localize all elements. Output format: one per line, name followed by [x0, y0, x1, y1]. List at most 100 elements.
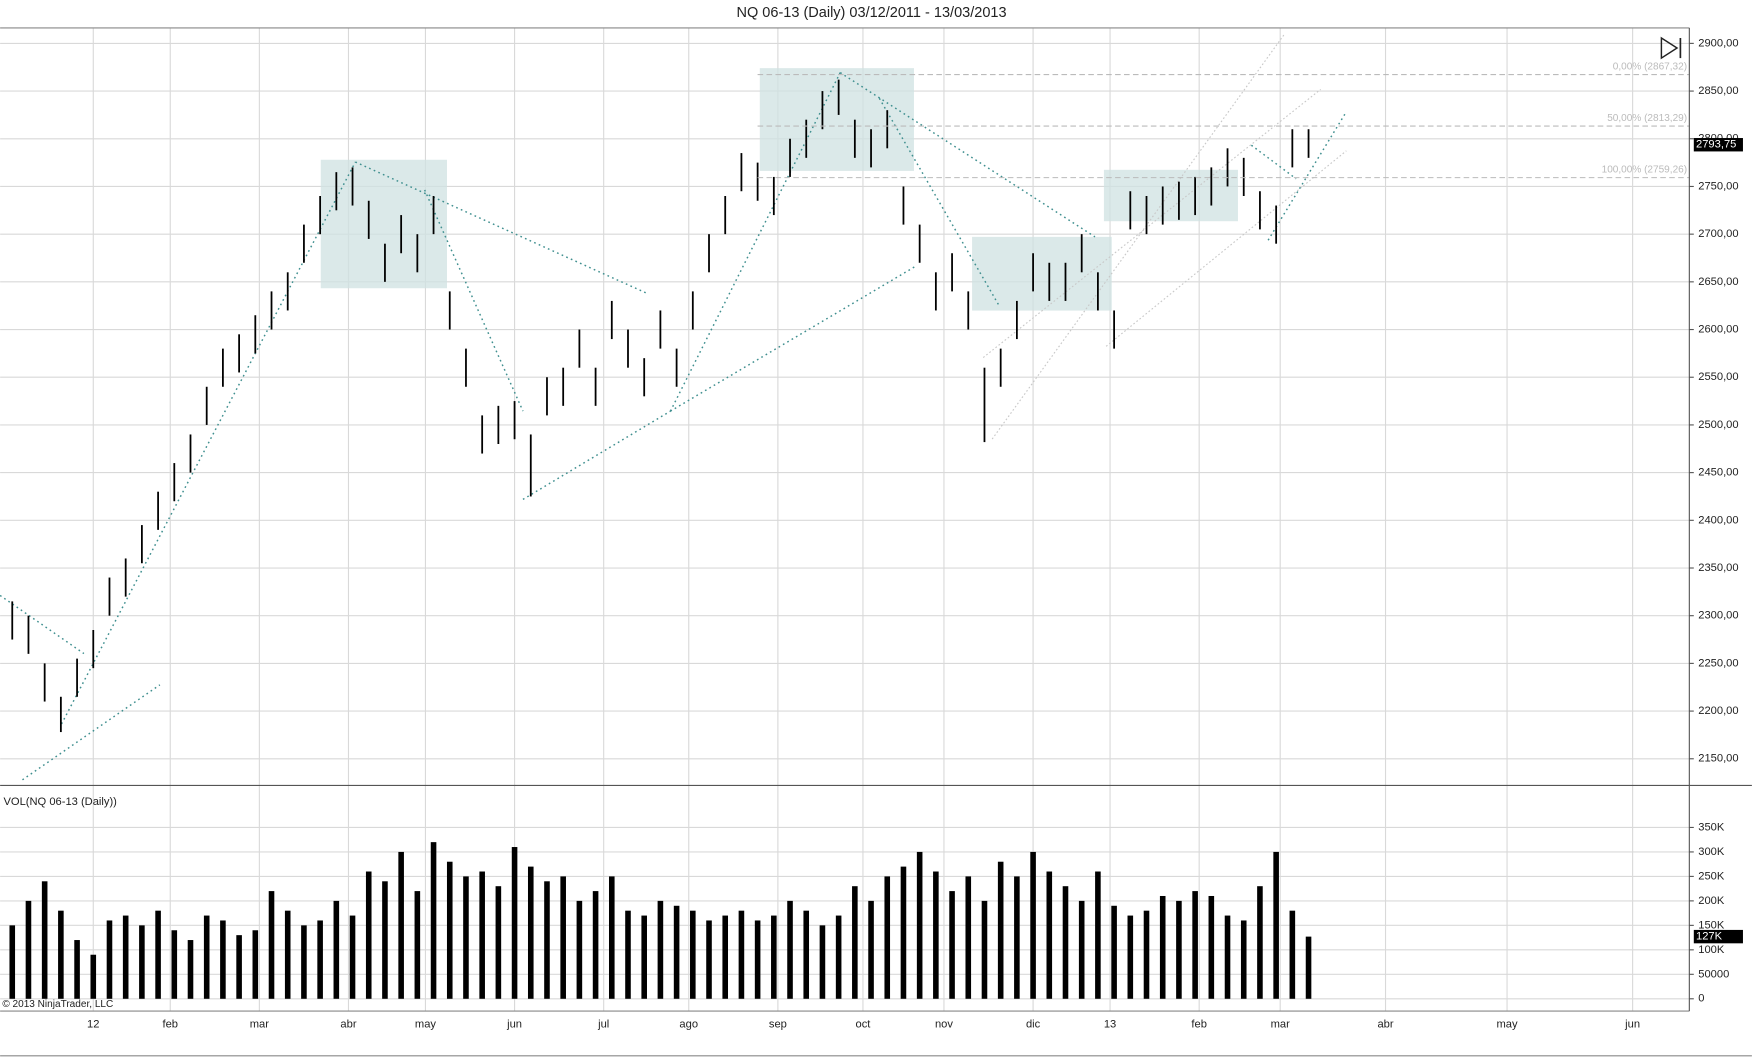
x-tick-label: feb: [1191, 1018, 1207, 1030]
volume-bar: [738, 910, 745, 999]
volume-bar: [560, 876, 566, 999]
volume-bar: [317, 920, 323, 999]
volume-bar: [349, 915, 356, 999]
grid-layer: [0, 27, 1690, 1012]
y-tick-label: 350K: [1698, 821, 1725, 833]
volume-bar: [754, 920, 761, 999]
volume-bar: [446, 861, 453, 999]
volume-bar: [965, 876, 972, 999]
play-icon[interactable]: [1660, 36, 1682, 60]
drawings: [0, 33, 1347, 781]
volume-bar: [1143, 910, 1150, 999]
volume-bar: [1305, 936, 1312, 999]
volume-bar: [1062, 886, 1069, 999]
volume-bar: [949, 891, 955, 999]
volume-bar: [301, 925, 307, 999]
volume-bar: [1030, 851, 1036, 999]
volume-bar: [1078, 900, 1085, 999]
volume-bar: [657, 900, 664, 999]
volume-bar: [414, 891, 421, 999]
y-tick-label: 2300,00: [1698, 610, 1738, 622]
play-icon[interactable]: [1660, 36, 1679, 60]
zone: [320, 159, 447, 289]
channel: [982, 88, 1321, 358]
y-tick-label: 2150,00: [1698, 753, 1738, 765]
volume-bar: [884, 876, 891, 999]
volume-bar: [835, 915, 842, 999]
volume-bar: [1127, 915, 1134, 999]
volume-bar: [1095, 871, 1101, 999]
y-tick-label: 2750,00: [1698, 180, 1738, 192]
zone: [1103, 169, 1238, 222]
x-tick-label: may: [415, 1018, 436, 1030]
volume-bar: [333, 900, 340, 999]
volume-bar: [1014, 876, 1020, 999]
y-tick-label: 100K: [1698, 944, 1725, 956]
trend-line: [355, 161, 649, 295]
volume-bar: [706, 920, 712, 999]
trend-line: [839, 72, 1096, 238]
x-tick-label: jul: [597, 1018, 609, 1030]
volume-bar: [1257, 886, 1263, 999]
last-marker: [1693, 929, 1743, 944]
volume-bar: [787, 900, 793, 999]
volume-bar: [1289, 910, 1296, 999]
volume-bar: [1159, 895, 1166, 999]
volume-title: VOL(NQ 06-13 (Daily)): [3, 796, 117, 808]
volume-bar: [106, 920, 113, 999]
trend-line: [0, 594, 85, 655]
volume-bar: [641, 915, 647, 999]
y-tick-label: 50000: [1698, 968, 1729, 980]
fib-label: 100,00% (2759,26): [1602, 164, 1687, 175]
volume-bar: [41, 881, 48, 999]
y-tick-label: 300K: [1698, 846, 1725, 858]
volume-bar: [544, 881, 550, 999]
y-tick-label: 2500,00: [1698, 419, 1738, 431]
trend-line: [522, 410, 671, 501]
volume-bar: [1046, 871, 1053, 999]
volume-bar: [430, 842, 437, 999]
x-tick-label: sep: [769, 1018, 787, 1030]
volume-bar: [819, 925, 826, 999]
volume-bar: [576, 900, 583, 999]
x-tick-label: jun: [506, 1018, 522, 1030]
volume-bar: [1224, 915, 1231, 999]
x-tick-label: feb: [162, 1018, 178, 1030]
mark-layer: [9, 73, 1690, 999]
volume-bar: [511, 847, 518, 999]
y-tick-label: 2400,00: [1698, 514, 1738, 526]
volume-bar: [203, 915, 210, 999]
volume-bar: [673, 905, 680, 999]
zone: [972, 236, 1112, 311]
y-tick-label: 200K: [1698, 895, 1725, 907]
volume-bar: [625, 910, 631, 999]
volume-bar: [1192, 891, 1198, 999]
volume-bar: [1208, 895, 1215, 999]
last-marker: [1693, 138, 1743, 152]
volume-bar: [900, 866, 907, 999]
x-tick-label: 13: [1104, 1018, 1116, 1030]
volume-bar: [398, 851, 404, 999]
volume-bar: [608, 876, 615, 999]
volume-bar: [722, 915, 729, 999]
volume-bar: [852, 886, 858, 999]
volume-bar: [868, 900, 874, 999]
volume-bar: [365, 871, 372, 999]
y-tick-label: 2600,00: [1698, 323, 1738, 335]
copyright: © 2013 NinjaTrader, LLC: [2, 999, 113, 1010]
fib-label: 50,00% (2813,29): [1607, 113, 1687, 124]
x-tick-label: abr: [1377, 1018, 1393, 1030]
volume-bar: [1111, 905, 1117, 999]
x-tick-label: nov: [935, 1018, 953, 1030]
volume-bar: [479, 871, 485, 999]
volume-bar: [933, 871, 939, 999]
y-tick-label: 2700,00: [1698, 228, 1738, 240]
volume-bar: [187, 940, 194, 999]
y-tick-label: 2850,00: [1698, 85, 1738, 97]
x-tick-label: abr: [340, 1018, 356, 1030]
volume-bar: [236, 935, 242, 999]
y-tick-label: 150K: [1698, 919, 1725, 931]
y-tick-label: 250K: [1698, 870, 1725, 882]
volume-bar: [155, 910, 161, 999]
